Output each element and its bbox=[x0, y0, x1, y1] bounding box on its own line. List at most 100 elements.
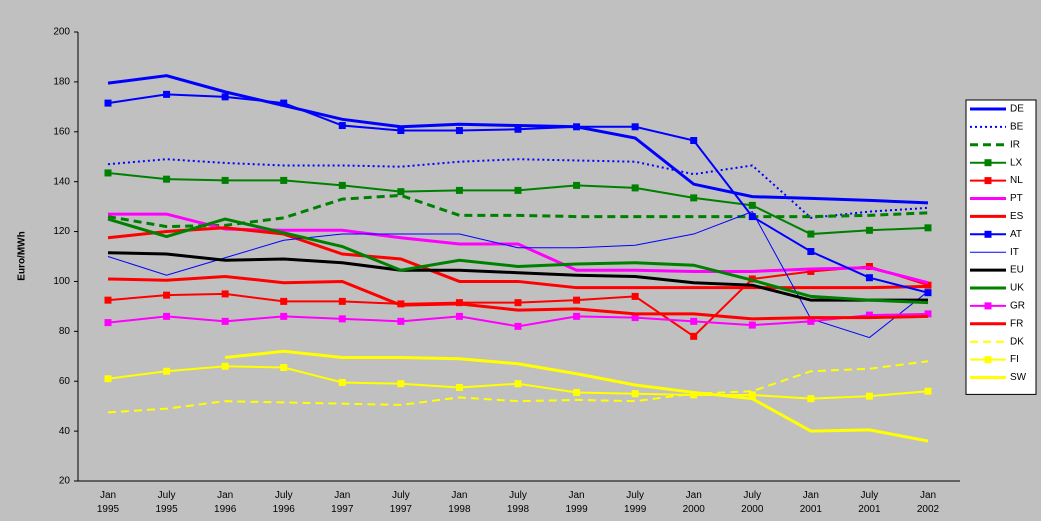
legend-label: EU bbox=[1010, 265, 1024, 276]
series-line bbox=[107, 210, 929, 339]
marker bbox=[748, 321, 756, 329]
marker bbox=[807, 230, 815, 238]
y-tick-label: 20 bbox=[59, 476, 71, 487]
marker bbox=[397, 127, 405, 135]
series-line bbox=[107, 158, 929, 219]
marker bbox=[338, 378, 346, 386]
x-tick-label: July 1999 bbox=[624, 490, 647, 515]
x-tick-label-line: July bbox=[392, 490, 410, 501]
x-tick-label: Jan 1999 bbox=[565, 490, 588, 515]
legend-marker bbox=[984, 159, 992, 167]
marker bbox=[690, 391, 698, 399]
y-tick-label: 40 bbox=[59, 426, 71, 437]
marker bbox=[748, 391, 756, 399]
series-line bbox=[107, 251, 928, 302]
marker bbox=[221, 317, 229, 325]
x-tick-label: July 1995 bbox=[155, 490, 178, 515]
x-tick-label: Jan 2001 bbox=[800, 490, 823, 515]
marker bbox=[221, 362, 229, 370]
legend-label: FR bbox=[1010, 318, 1023, 329]
marker bbox=[514, 380, 522, 388]
marker bbox=[280, 312, 288, 320]
x-tick-label-line: July bbox=[509, 490, 527, 501]
y-tick-label: 200 bbox=[53, 27, 70, 38]
marker bbox=[397, 380, 405, 388]
x-tick-label-line: July bbox=[158, 490, 176, 501]
x-tick-label-line: 1998 bbox=[448, 504, 471, 515]
legend-marker bbox=[984, 302, 992, 310]
x-tick-label: July 1998 bbox=[507, 490, 530, 515]
marker bbox=[924, 289, 932, 297]
legend-label: AT bbox=[1010, 229, 1022, 240]
x-tick-label: July 1997 bbox=[390, 490, 413, 515]
series-line bbox=[107, 360, 929, 414]
x-tick-label-line: Jan bbox=[686, 490, 702, 501]
marker bbox=[163, 367, 171, 375]
marker bbox=[338, 181, 346, 189]
series-line bbox=[107, 226, 929, 290]
series-line bbox=[107, 217, 929, 305]
x-tick-label-line: 1997 bbox=[390, 504, 413, 515]
x-tick-label-line: 1995 bbox=[97, 504, 120, 515]
marker bbox=[690, 317, 698, 325]
legend-label: PT bbox=[1010, 193, 1023, 204]
marker bbox=[865, 274, 873, 282]
marker bbox=[455, 312, 463, 320]
marker bbox=[514, 125, 522, 133]
marker bbox=[397, 188, 405, 196]
marker bbox=[924, 310, 932, 318]
legend-label: GR bbox=[1010, 301, 1025, 312]
marker bbox=[338, 315, 346, 323]
marker bbox=[573, 123, 581, 131]
marker bbox=[573, 181, 581, 189]
marker bbox=[455, 127, 463, 135]
marker bbox=[221, 93, 229, 101]
x-tick-label-line: Jan bbox=[803, 490, 819, 501]
marker bbox=[865, 392, 873, 400]
legend-label: DK bbox=[1010, 336, 1024, 347]
x-tick-label: July 1996 bbox=[273, 490, 296, 515]
marker bbox=[573, 312, 581, 320]
marker bbox=[865, 311, 873, 319]
x-tick-label: Jan 2002 bbox=[917, 490, 940, 515]
legend-label: BE bbox=[1010, 122, 1024, 133]
marker bbox=[748, 213, 756, 221]
marker bbox=[104, 375, 112, 383]
series-line bbox=[107, 74, 929, 205]
x-tick-label: July 2000 bbox=[741, 490, 764, 515]
legend-label: IT bbox=[1010, 247, 1019, 258]
marker bbox=[807, 248, 815, 256]
x-tick-label-line: 1999 bbox=[624, 504, 647, 515]
x-tick-label-line: 2002 bbox=[917, 504, 940, 515]
marker bbox=[163, 291, 171, 299]
marker bbox=[631, 390, 639, 398]
marker bbox=[514, 299, 522, 307]
x-tick-label: Jan 1996 bbox=[214, 490, 237, 515]
legend-marker bbox=[984, 230, 992, 238]
x-tick-label-line: Jan bbox=[100, 490, 116, 501]
marker bbox=[338, 297, 346, 305]
x-tick-label-line: 2001 bbox=[858, 504, 881, 515]
marker bbox=[631, 314, 639, 322]
marker bbox=[455, 186, 463, 194]
legend-marker bbox=[984, 356, 992, 364]
marker bbox=[104, 319, 112, 327]
marker bbox=[514, 322, 522, 330]
marker bbox=[690, 194, 698, 202]
marker bbox=[221, 176, 229, 184]
x-tick-label-line: July bbox=[275, 490, 293, 501]
y-tick-label: 100 bbox=[53, 276, 70, 287]
x-tick-label: Jan 2000 bbox=[683, 490, 706, 515]
x-tick-label-line: Jan bbox=[217, 490, 233, 501]
x-tick-label-line: 2000 bbox=[741, 504, 764, 515]
marker bbox=[748, 201, 756, 209]
x-tick-label: Jan 1997 bbox=[331, 490, 354, 515]
x-tick-label-line: 1996 bbox=[273, 504, 296, 515]
marker bbox=[280, 176, 288, 184]
marker bbox=[163, 175, 171, 183]
marker bbox=[514, 186, 522, 194]
y-tick-label: 120 bbox=[53, 226, 70, 237]
x-tick-label-line: July bbox=[743, 490, 761, 501]
legend-label: SW bbox=[1010, 372, 1027, 383]
marker bbox=[573, 296, 581, 304]
